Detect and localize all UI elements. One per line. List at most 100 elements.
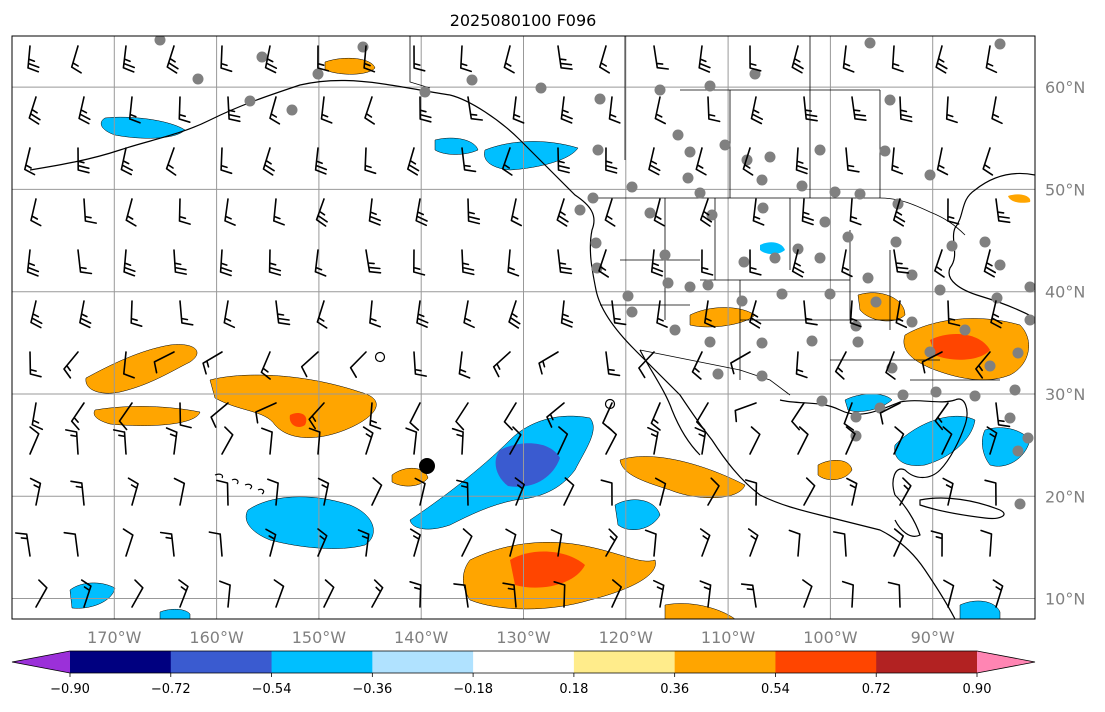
wind-barb [512, 96, 525, 124]
wind-barb [28, 96, 41, 125]
wind-barb [31, 402, 44, 431]
station-dot [906, 269, 918, 281]
wind-barb [656, 300, 668, 328]
wind-barb [700, 198, 713, 227]
wind-barb [123, 249, 136, 277]
wind-barb [834, 351, 847, 380]
station-dot [924, 346, 936, 358]
station-dot [814, 252, 826, 264]
wind-barb [605, 426, 617, 455]
wind-barb [371, 477, 383, 506]
wind-barb [707, 96, 721, 123]
contour-positive-region [1008, 194, 1031, 203]
wind-barb [985, 45, 998, 74]
wind-barb [849, 300, 862, 328]
station-dot [594, 93, 606, 105]
station-dot [994, 259, 1006, 271]
wind-barb [123, 351, 135, 379]
contour-positive-region [324, 57, 376, 75]
contour-positive-region [857, 292, 906, 322]
station-dot [590, 237, 602, 249]
wind-barb [70, 480, 85, 506]
wind-barb [30, 198, 42, 227]
wind-barb [980, 529, 993, 557]
wind-barb [503, 402, 517, 431]
station-dot [874, 402, 886, 414]
station-dot [991, 292, 1003, 304]
wind-barb [208, 531, 223, 557]
station-dot [769, 252, 781, 264]
wind-barb [992, 579, 1004, 608]
wind-barb [467, 198, 481, 225]
wind-barb [26, 249, 40, 277]
wind-barb [453, 583, 469, 608]
wind-barb [405, 427, 418, 455]
station-dot [574, 204, 586, 216]
wind-barb [791, 249, 805, 278]
wind-barb [845, 426, 856, 455]
wind-barb [368, 198, 382, 226]
station-dot [979, 236, 991, 248]
latitude-label: 40°N [1045, 283, 1085, 302]
contour-negative-region [844, 393, 893, 412]
wind-barb [357, 529, 370, 557]
wind-barb [734, 402, 757, 423]
wind-barb [153, 351, 175, 374]
wind-barb [943, 579, 955, 608]
contour-negative-region [69, 582, 116, 609]
wind-barb [131, 579, 144, 608]
wind-barb [797, 426, 809, 455]
wind-barb [701, 249, 714, 276]
wind-barb [611, 300, 627, 326]
station-dot [819, 216, 831, 228]
colorbar-tick-labels: −0.90 −0.72 −0.54 −0.36 −0.18 0.18 0.36 0.54 0.7… [50, 673, 991, 697]
wind-barb [604, 198, 616, 227]
wind-barb [563, 477, 575, 506]
station-dot [890, 236, 902, 248]
wind-barb [505, 528, 517, 557]
station-dot [587, 192, 599, 204]
wind-barb [707, 477, 720, 506]
station-dot [906, 316, 918, 328]
wind-barb [463, 300, 475, 329]
wind-barb [77, 249, 93, 275]
wind-barb [349, 351, 367, 378]
station-dot [842, 231, 854, 243]
station-dot [879, 145, 891, 157]
wind-barb [79, 300, 92, 329]
wind-barb [696, 402, 709, 431]
gulf-coastline [779, 398, 968, 496]
station-dot [814, 144, 826, 156]
station-dot [1012, 445, 1024, 457]
station-dot [684, 146, 696, 158]
longitude-label: 160°W [189, 628, 244, 647]
colorbar-segment [372, 651, 474, 673]
station-dot [864, 37, 876, 49]
wind-barb [653, 579, 665, 608]
station-dot [659, 249, 671, 261]
colorbar-label: −0.18 [453, 682, 493, 697]
wind-barb [264, 45, 278, 74]
wind-barb [460, 45, 472, 73]
wind-barb [750, 96, 763, 125]
wind-barb [647, 426, 659, 455]
wind-barb [369, 402, 382, 430]
wind-barb [895, 300, 908, 329]
wind-barb [653, 198, 665, 227]
wind-barb [893, 528, 904, 557]
wind-barb [173, 477, 186, 506]
longitude-label: 120°W [599, 628, 654, 647]
wind-barb [300, 351, 319, 378]
station-dot [816, 395, 828, 407]
wind-barb [791, 402, 805, 431]
wind-barb [934, 249, 945, 278]
wind-barb [461, 249, 475, 276]
wind-barb [749, 426, 761, 455]
wind-barb [202, 351, 223, 375]
wind-barb [560, 96, 573, 124]
wind-barb [227, 96, 241, 123]
wind-barb [653, 45, 669, 70]
wind-barb [654, 96, 666, 125]
wind-barb [456, 479, 469, 506]
